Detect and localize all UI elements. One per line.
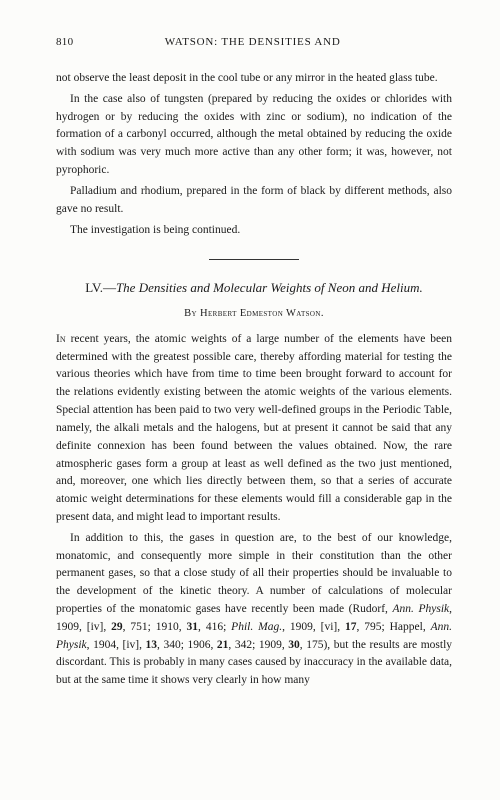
article-number: LV. — [85, 280, 103, 295]
prev-para-4: The investigation is being continued. — [56, 222, 452, 240]
page-header: 810 WATSON: THE DENSITIES AND — [56, 36, 452, 48]
ref1-c: , 416; — [198, 621, 231, 633]
ref3-vol3: 30 — [288, 639, 300, 651]
ref2-a: , 1909, [vi], — [282, 621, 345, 633]
page-number: 810 — [56, 36, 73, 48]
article-title: LV.—The Densities and Molecular Weights … — [56, 278, 452, 298]
prev-para-1: not observe the least deposit in the coo… — [56, 70, 452, 88]
ref1-journal: Ann. Physik — [393, 603, 450, 615]
body-para-2: In addition to this, the gases in questi… — [56, 530, 452, 690]
author-line: By Herbert Edmeston Watson. — [56, 308, 452, 319]
author-name: Herbert Edmeston Watson. — [200, 308, 324, 319]
prev-para-3: Palladium and rhodium, prepared in the f… — [56, 183, 452, 219]
ref1-vol: 29 — [111, 621, 123, 633]
ref3-c: , 342; 1909, — [228, 639, 288, 651]
para-1-rest: recent years, the atomic weights of a la… — [56, 333, 452, 523]
ref1-b: , 751; 1910, — [123, 621, 187, 633]
ref2-journal: Phil. Mag. — [231, 621, 282, 633]
prev-para-2: In the case also of tungsten (prepared b… — [56, 91, 452, 180]
ref1-vol2: 31 — [187, 621, 199, 633]
ref2-b: , 795; Happel, — [357, 621, 431, 633]
ref3-vol2: 21 — [217, 639, 229, 651]
running-title: WATSON: THE DENSITIES AND — [165, 36, 341, 48]
section-divider — [209, 259, 299, 260]
para-lead: In — [56, 333, 66, 345]
title-dash: — — [103, 280, 116, 295]
article-title-text: The Densities and Molecular Weights of N… — [116, 280, 423, 295]
ref2-vol: 17 — [345, 621, 357, 633]
ref3-b: , 340; 1906, — [157, 639, 217, 651]
author-by: By — [184, 308, 200, 319]
ref3-vol: 13 — [146, 639, 158, 651]
ref3-a: , 1904, [iv], — [87, 639, 146, 651]
body-para-1: In recent years, the atomic weights of a… — [56, 331, 452, 527]
